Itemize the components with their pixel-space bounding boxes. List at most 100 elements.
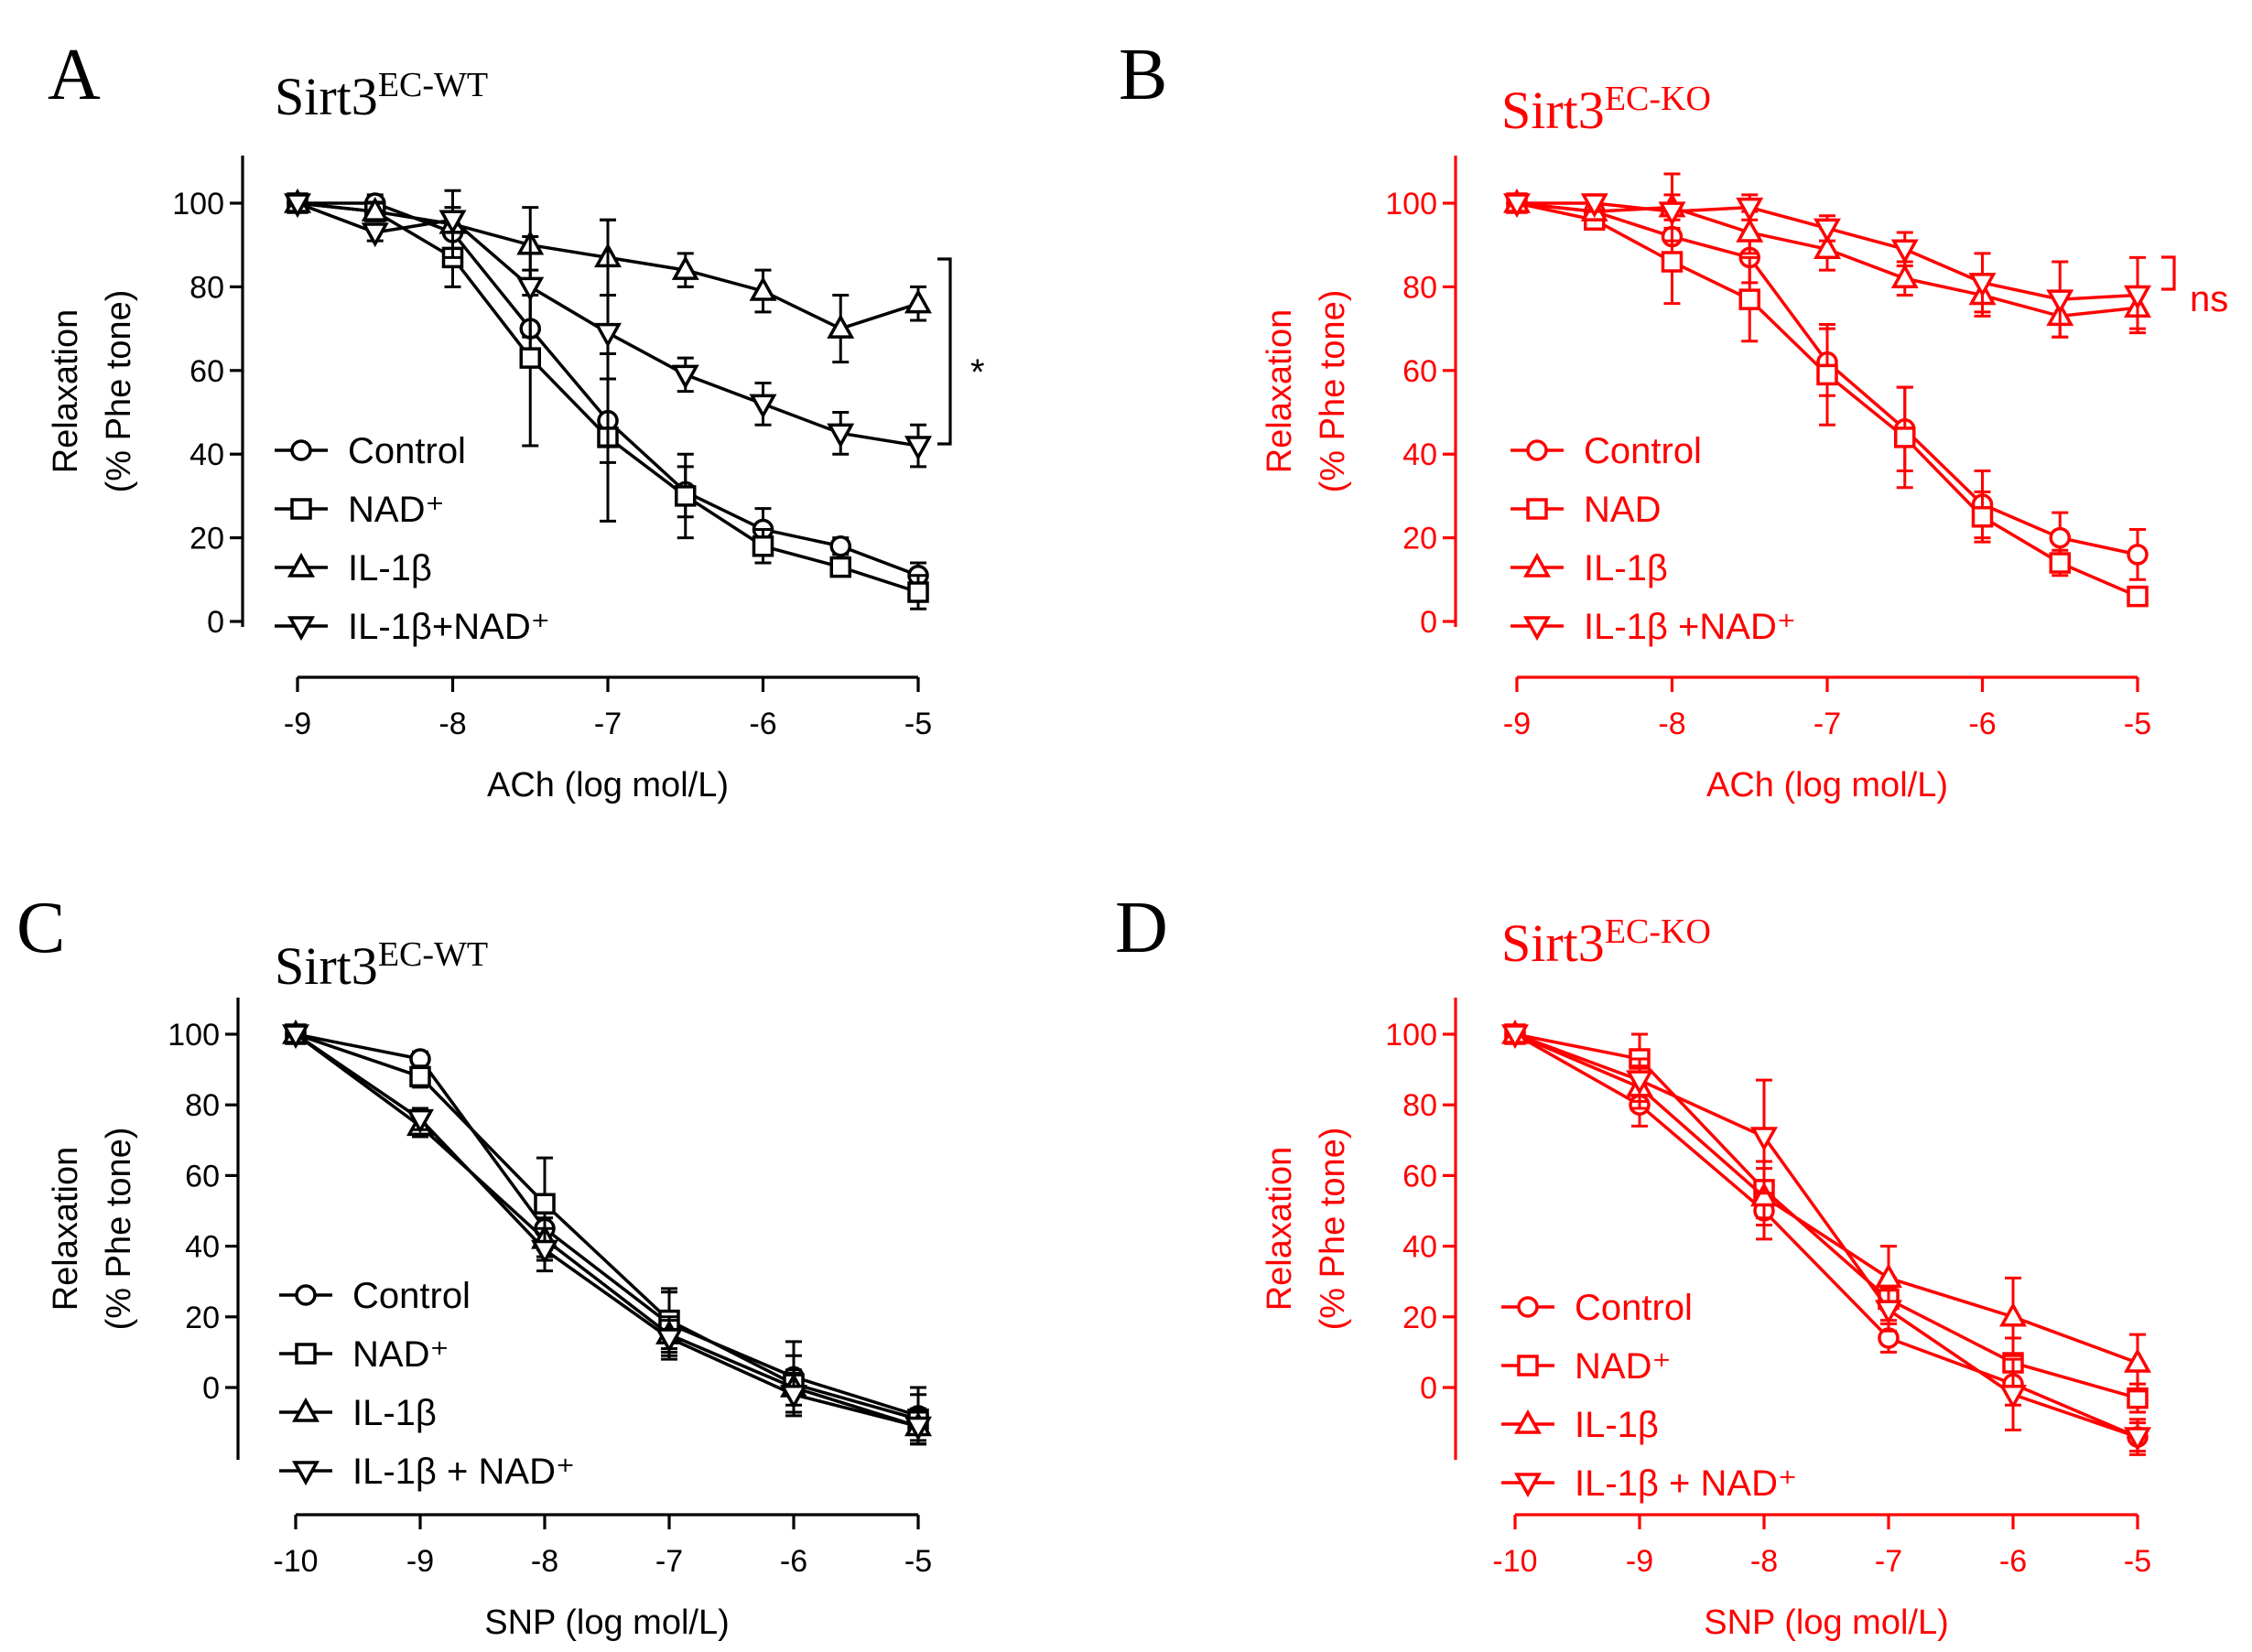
y-tick-label-c-100: 100 <box>168 1018 220 1053</box>
x-tick-label-b-0: -9 <box>1503 707 1531 741</box>
legend-entry-a-0: Control <box>275 431 466 471</box>
legend-marker-b-3 <box>1523 616 1551 642</box>
legend-entry-a-2: IL-1β <box>275 548 432 588</box>
legend-marker-b-2 <box>1523 552 1551 578</box>
data-point-d-3-3 <box>1875 1300 1902 1325</box>
x-tick-label-a-3: -6 <box>749 707 776 741</box>
legend-b: Control NAD IL-1β IL-1β +NAD⁺ <box>1510 431 1796 647</box>
data-point-b-3-4 <box>1814 218 1841 243</box>
data-point-a-2-8 <box>904 288 932 314</box>
series-c-2 <box>282 1019 932 1442</box>
data-point-d-2-2 <box>1750 1182 1778 1207</box>
y-tick-label-a-0: 0 <box>207 605 224 640</box>
legend-entry-d-3: IL-1β + NAD⁺ <box>1501 1463 1797 1504</box>
panel-letter-c: C <box>16 888 65 968</box>
legend-marker-d-1 <box>1517 1355 1539 1377</box>
series-line-c-2 <box>294 1032 919 1429</box>
data-point-d-3-0 <box>1501 1024 1529 1050</box>
legend-entry-b-1: NAD <box>1510 490 1661 530</box>
legend-label-b-0: Control <box>1584 431 1702 471</box>
data-point-a-3-8 <box>904 436 932 461</box>
y-axis-subtitle-b: (% Phe tone) <box>1314 290 1352 493</box>
legend-label-d-3: IL-1β + NAD⁺ <box>1575 1463 1797 1504</box>
y-tick-label-d-80: 80 <box>1402 1088 1437 1123</box>
y-tick-label-d-60: 60 <box>1402 1159 1437 1193</box>
data-point-b-2-4 <box>1814 234 1841 260</box>
annotation-b: ns <box>2161 255 2228 319</box>
data-point-b-2-5 <box>1890 264 1919 289</box>
data-point-b-1-6 <box>1971 506 1994 528</box>
axes-c: 0 20 40 60 80 100 -10 -9 -8 -7 -6 -5 <box>168 998 932 1579</box>
legend-label-d-2: IL-1β <box>1575 1405 1659 1445</box>
x-tick-label-b-4: -5 <box>2124 707 2151 741</box>
y-tick-label-c-80: 80 <box>185 1088 220 1123</box>
legend-entry-b-3: IL-1β +NAD⁺ <box>1510 607 1796 647</box>
data-point-b-1-2 <box>1661 251 1684 273</box>
legend-entry-c-3: IL-1β + NAD⁺ <box>279 1452 575 1492</box>
legend-marker-c-2 <box>292 1397 319 1422</box>
legend-entry-d-1: NAD⁺ <box>1501 1346 1672 1387</box>
legend-marker-a-3 <box>287 616 315 642</box>
data-point-a-1-3 <box>519 347 541 369</box>
data-point-c-1-2 <box>534 1193 556 1215</box>
data-point-a-2-6 <box>749 275 777 301</box>
x-tick-label-c-0: -10 <box>273 1544 318 1579</box>
legend-marker-d-3 <box>1514 1473 1542 1498</box>
legend-marker-a-2 <box>287 552 315 578</box>
data-point-d-2-3 <box>1875 1263 1902 1289</box>
legend-marker-b-1 <box>1526 498 1548 520</box>
data-point-c-1-1 <box>409 1065 431 1088</box>
legend-marker-a-1 <box>290 498 312 520</box>
data-point-c-3-2 <box>531 1239 558 1265</box>
x-tick-label-d-2: -8 <box>1750 1544 1778 1579</box>
x-tick-label-a-0: -9 <box>284 707 311 741</box>
legend-label-a-2: IL-1β <box>348 548 432 588</box>
y-tick-label-a-60: 60 <box>189 354 224 389</box>
y-tick-label-b-100: 100 <box>1385 187 1437 221</box>
y-tick-label-d-40: 40 <box>1402 1230 1437 1265</box>
axes-b: 0 20 40 60 80 100 -9 -8 -7 -6 -5 <box>1385 156 2151 741</box>
significance-bracket-a <box>937 257 952 446</box>
data-point-b-3-2 <box>1658 201 1686 227</box>
data-point-b-2-3 <box>1736 217 1764 243</box>
series-d-2 <box>1501 1019 2151 1393</box>
legend-d: Control NAD⁺ IL-1β IL-1β + NAD⁺ <box>1501 1288 1797 1504</box>
y-tick-label-a-20: 20 <box>189 522 224 556</box>
y-tick-label-b-60: 60 <box>1402 354 1437 389</box>
y-tick-label-c-20: 20 <box>185 1301 220 1335</box>
legend-label-c-1: NAD⁺ <box>352 1334 449 1375</box>
x-tick-label-b-3: -6 <box>1968 707 1996 741</box>
series-line-c-0 <box>295 1032 919 1418</box>
data-point-d-3-2 <box>1750 1127 1778 1152</box>
y-axis-subtitle-a: (% Phe tone) <box>100 290 138 493</box>
significance-bracket-b <box>2161 255 2176 291</box>
data-point-d-3-1 <box>1626 1070 1653 1096</box>
x-tick-label-c-3: -7 <box>655 1544 683 1579</box>
data-point-d-1-5 <box>2127 1387 2149 1409</box>
x-tick-label-d-3: -7 <box>1875 1544 1902 1579</box>
x-tick-label-a-1: -8 <box>438 707 466 741</box>
series-line-c-1 <box>295 1032 919 1421</box>
legend-label-b-2: IL-1β <box>1584 548 1668 588</box>
legend-c: Control NAD⁺ IL-1β IL-1β + NAD⁺ <box>279 1276 575 1492</box>
panel-letter-a: A <box>48 35 101 115</box>
series-line-d-2 <box>1514 1032 2138 1365</box>
data-point-c-3-1 <box>406 1108 434 1134</box>
data-point-b-0-7 <box>2049 526 2071 549</box>
y-tick-label-b-0: 0 <box>1420 605 1437 640</box>
x-tick-label-b-1: -8 <box>1658 707 1685 741</box>
x-tick-label-c-1: -9 <box>406 1544 434 1579</box>
legend-label-c-2: IL-1β <box>352 1393 437 1433</box>
x-tick-label-b-2: -7 <box>1814 707 1841 741</box>
panel-title-a: Sirt3EC-WT <box>275 66 488 126</box>
data-point-c-3-5 <box>904 1416 932 1441</box>
panel-a: A Sirt3EC-WT 0 20 40 60 80 100 -9 -8 -7 -6 -5 ACh … <box>47 35 985 804</box>
data-point-d-3-5 <box>2124 1427 2151 1452</box>
x-tick-label-d-0: -10 <box>1492 1544 1537 1579</box>
legend-label-c-3: IL-1β + NAD⁺ <box>352 1452 575 1492</box>
y-tick-label-a-100: 100 <box>172 187 224 221</box>
y-axis-title-c: Relaxation <box>47 1147 85 1312</box>
legend-entry-a-3: IL-1β+NAD⁺ <box>275 607 550 647</box>
series-d-3 <box>1501 1024 2151 1452</box>
